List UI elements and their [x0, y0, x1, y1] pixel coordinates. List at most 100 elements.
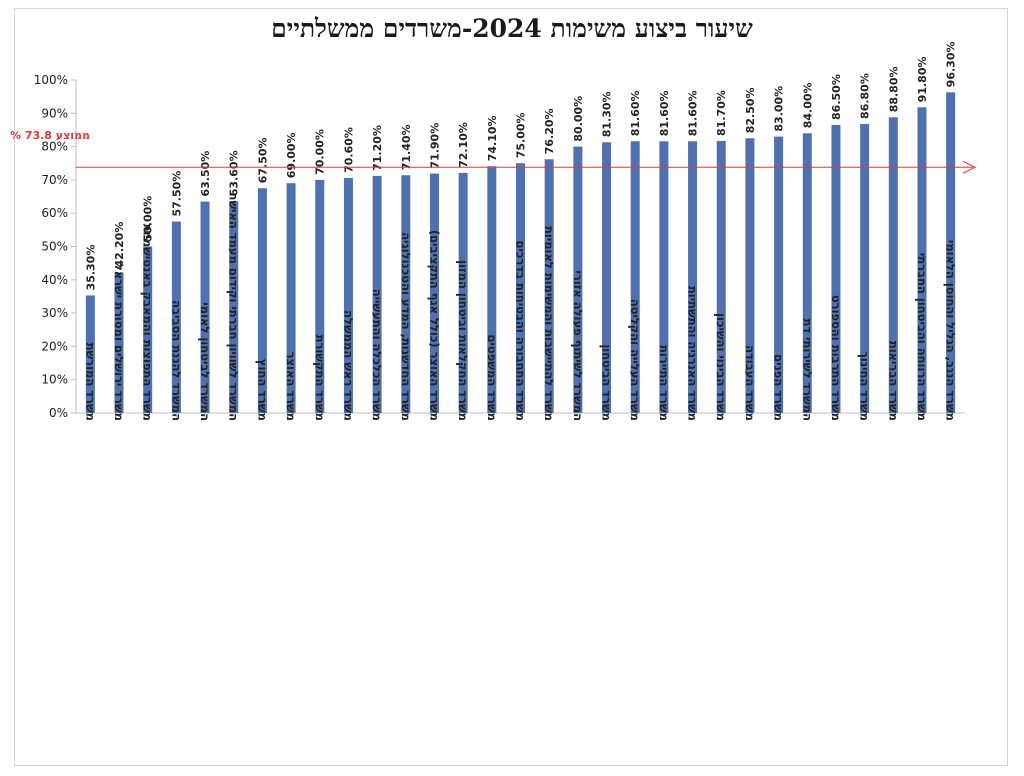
bar	[774, 136, 784, 414]
data-label: 72.10%	[457, 122, 470, 168]
axis-layer: 0% 10% 20% 30% 40% 50% 60% 70% 80% 90% 100%	[34, 73, 965, 420]
bar	[315, 179, 325, 413]
average-label: ממוצע 73.8 %	[10, 129, 90, 142]
y-tick-label: 0%	[49, 406, 68, 420]
bar	[630, 141, 640, 413]
bar	[343, 177, 353, 413]
category-label: משרד האוצר	[284, 352, 298, 421]
bar	[544, 159, 554, 413]
category-label: משרד הכלכלה והתעשייה	[370, 289, 384, 421]
average-layer: ממוצע 73.8 %	[10, 129, 977, 174]
bar	[831, 124, 841, 413]
bar-layer	[85, 92, 956, 414]
category-label: משרד הבינוי והשיכון	[714, 313, 728, 421]
category-label: משרד ירושלים ומסורת ישראל	[112, 264, 126, 421]
data-label: 67.50%	[256, 137, 269, 183]
data-label: 82.50%	[744, 87, 757, 133]
category-label: משרד העבודה	[743, 345, 757, 421]
data-label: 71.40%	[400, 124, 413, 170]
y-tick-label: 80%	[41, 140, 68, 154]
bar	[487, 166, 497, 413]
data-label: 86.50%	[830, 74, 843, 120]
category-label: משרד החינוך	[858, 351, 872, 421]
category-label: משרד להתיישבות והמשימות לאומיות	[542, 226, 556, 421]
y-tick-label: 10%	[41, 373, 68, 387]
category-label: משרד האוצר (כולל אגף התקציבים)	[427, 230, 441, 421]
bar	[888, 117, 898, 414]
data-label: 91.80%	[916, 56, 929, 102]
label-layer: 35.30% משרד המורשת 42.20%משרד ירושלים ומסו…	[83, 41, 957, 421]
category-label: משרד המורשת	[83, 343, 97, 421]
data-label: 74.10%	[486, 115, 499, 161]
data-label: 96.30%	[945, 41, 958, 87]
category-label: המשרד לשירותי דת	[800, 319, 814, 421]
bar	[85, 295, 95, 413]
data-label: 75.00%	[515, 112, 528, 158]
data-label: 63.60%	[228, 150, 241, 196]
bar	[429, 173, 439, 413]
bar	[286, 183, 296, 413]
data-label: 84.00%	[801, 82, 814, 128]
category-label: משרד האנרגיה והתשתיות	[686, 286, 700, 421]
category-label: המשרד לשוויון חברתי וקידום מעמד האישה	[227, 193, 241, 421]
data-label: 81.60%	[687, 90, 700, 136]
bar	[688, 141, 698, 413]
category-label: משרד הבריאות	[886, 341, 900, 421]
data-label: 69.00%	[285, 132, 298, 178]
y-tick-label: 30%	[41, 306, 68, 320]
category-label: משרד הנגב, הגליל והחוסן הלאומי	[944, 240, 958, 421]
data-label: 76.20%	[543, 108, 556, 154]
category-label: משרד החדשנות, המדע והטכנולוגיה	[399, 232, 413, 421]
data-label: 42.20%	[113, 222, 126, 268]
category-label: משרד התפוצות והמאבק באנטישמיות	[141, 224, 155, 421]
y-tick-label: 50%	[41, 240, 68, 254]
data-label: 57.50%	[170, 171, 183, 217]
bar	[257, 188, 267, 413]
data-label: 88.80%	[887, 66, 900, 112]
bar	[229, 201, 239, 413]
y-tick-label: 90%	[41, 106, 68, 120]
data-label: 81.70%	[715, 90, 728, 136]
category-label: משרד הפנים	[772, 354, 786, 421]
data-label: 71.20%	[371, 125, 384, 171]
bar	[745, 138, 755, 413]
data-label: 81.60%	[658, 90, 671, 136]
category-label: משרד התקשורת	[313, 335, 327, 421]
bar	[716, 140, 726, 413]
category-label: משרד הביטחון	[600, 344, 614, 421]
y-tick-label: 40%	[41, 273, 68, 287]
category-label: המשרד לביטחון לאומי	[198, 302, 212, 421]
bar	[171, 221, 181, 413]
average-arrow-icon	[962, 160, 977, 174]
category-label: משרד התרבות והספורט	[829, 295, 843, 421]
category-label: משרד המשפטים	[485, 335, 499, 421]
bar	[802, 133, 812, 413]
bar	[200, 201, 210, 413]
data-label: 70.60%	[342, 127, 355, 173]
bar	[917, 107, 927, 413]
data-label: 80.00%	[572, 96, 585, 142]
y-tick-label: 60%	[41, 206, 68, 220]
data-label: 71.90%	[428, 123, 441, 169]
category-label: משרד התחבורה והבטיחות בדרכים	[514, 240, 528, 421]
category-label: משרד ראש הממשלה	[341, 310, 355, 421]
data-label: 81.60%	[629, 90, 642, 136]
category-label: המשרד לשיתוף פעולה אזורי	[571, 270, 585, 421]
bar	[659, 141, 669, 413]
bar	[114, 272, 124, 413]
bar	[516, 163, 525, 413]
category-label: משרד החוץ	[255, 359, 269, 421]
y-tick-label: 20%	[41, 339, 68, 353]
bar	[372, 175, 382, 413]
data-label: 83.00%	[773, 86, 786, 132]
y-tick-label: 70%	[41, 173, 68, 187]
chart-title: שיעור ביצוע משימות 2024-משרדים ממשלתיים	[271, 14, 753, 43]
data-label: 70.00%	[314, 129, 327, 175]
bar	[946, 92, 956, 414]
category-label: משרד התיירות	[657, 345, 671, 421]
category-label: משרד הרווחה והביטחון החברתי	[915, 253, 929, 421]
bar	[458, 172, 468, 413]
category-label: משרד החקלאות וביטחון המזון	[456, 260, 470, 421]
data-label: 35.30%	[84, 245, 97, 291]
data-label: 63.50%	[199, 151, 212, 197]
